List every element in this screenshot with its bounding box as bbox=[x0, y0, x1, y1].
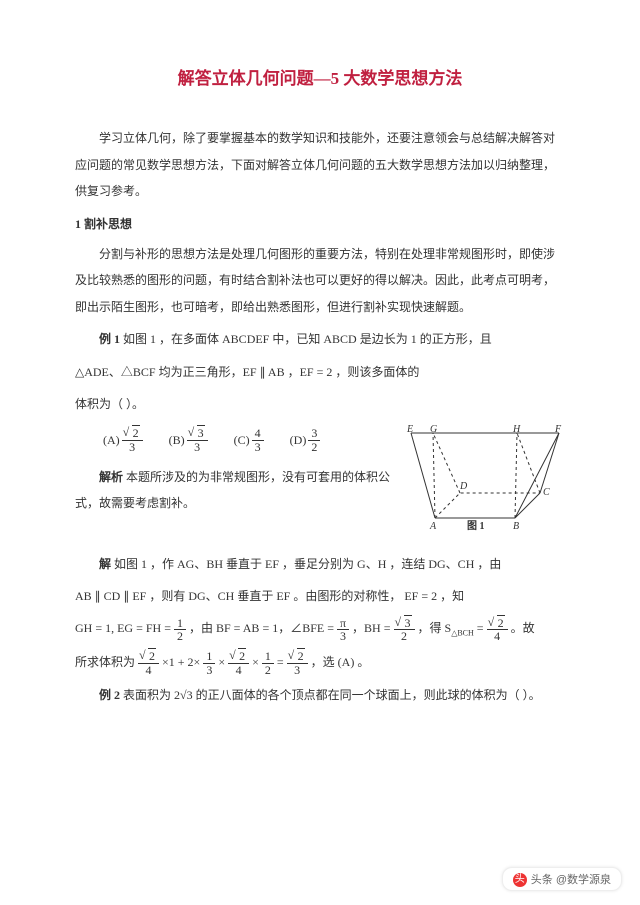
solve-3e: = bbox=[477, 621, 487, 635]
solve-4e: = bbox=[277, 655, 287, 669]
option-b: (B) 33 bbox=[169, 427, 208, 453]
option-c: (C) 43 bbox=[234, 427, 264, 453]
svg-text:D: D bbox=[459, 481, 468, 492]
section-1-heading: 1 割补思想 bbox=[75, 211, 565, 237]
example-2-tag: 例 2 bbox=[99, 688, 120, 702]
section-1-body: 分割与补形的思想方法是处理几何图形的重要方法，特别在处理非常规图形时，即使涉及比… bbox=[75, 241, 565, 320]
svg-text:F: F bbox=[554, 424, 562, 435]
svg-text:H: H bbox=[512, 424, 521, 435]
solve-line-2: AB ∥ CD ∥ EF ，则有 DG、CH 垂直于 EF 。由图形的对称性， … bbox=[75, 583, 565, 609]
solve-4b: ×1 + 2× bbox=[162, 655, 203, 669]
svg-text:A: A bbox=[429, 521, 437, 532]
solve-4d: × bbox=[252, 655, 262, 669]
svg-text:C: C bbox=[543, 487, 550, 498]
svg-text:B: B bbox=[513, 521, 519, 532]
solve-text-1: 如图 1 ，作 AG、BH 垂直于 EF ，垂足分别为 G、H ，连结 DG、C… bbox=[114, 557, 501, 571]
intro-paragraph: 学习立体几何，除了要掌握基本的数学知识和技能外，还要注意领会与总结解决解答对应问… bbox=[75, 125, 565, 204]
page-title: 解答立体几何问题—5 大数学思想方法 bbox=[75, 60, 565, 97]
analysis-tag: 解析 bbox=[99, 470, 123, 484]
watermark-icon: 头 bbox=[513, 873, 527, 887]
solve-line-3: GH = 1, EG = FH = 12 ，由 BF = AB = 1，∠BFE… bbox=[75, 615, 565, 642]
example-2-text: 表面积为 2√3 的正八面体的各个顶点都在同一个球面上，则此球的体积为（ ）。 bbox=[123, 688, 541, 702]
solve-4f: ，选 (A) 。 bbox=[311, 655, 370, 669]
solve-3a: GH = 1, EG = FH = bbox=[75, 621, 174, 635]
example-1-line-3: 体积为（ ）。 bbox=[75, 391, 565, 417]
solve-3b: ，由 BF = AB = 1，∠BFE = bbox=[189, 621, 337, 635]
solve-3f: 。故 bbox=[511, 621, 535, 635]
option-a: (A) 23 bbox=[103, 427, 143, 453]
svg-text:G: G bbox=[430, 424, 437, 435]
solve-4c: × bbox=[218, 655, 228, 669]
solve-3d: ，得 S bbox=[418, 621, 452, 635]
watermark-badge: 头头条 @数学源泉 bbox=[502, 867, 622, 891]
solve-line-1: 解 如图 1 ，作 AG、BH 垂直于 EF ，垂足分别为 G、H ，连结 DG… bbox=[75, 551, 565, 577]
solve-line-4: 所求体积为 24 ×1 + 2× 13 × 24 × 12 = 23 ，选 (A… bbox=[75, 649, 565, 676]
solve-3c: ，BH = bbox=[352, 621, 393, 635]
example-1-tag: 例 1 bbox=[99, 332, 120, 346]
option-d: (D) 32 bbox=[290, 427, 321, 453]
solve-4a: 所求体积为 bbox=[75, 655, 138, 669]
example-2-line: 例 2 表面积为 2√3 的正八面体的各个顶点都在同一个球面上，则此球的体积为（… bbox=[75, 682, 565, 708]
example-1-text-1: 如图 1 ，在多面体 ABCDEF 中，已知 ABCD 是边长为 1 的正方形，… bbox=[123, 332, 492, 346]
example-1-line-2: △ADE、△BCF 均为正三角形，EF ∥ AB ，EF = 2 ，则该多面体的 bbox=[75, 359, 565, 385]
solve-tag: 解 bbox=[99, 557, 111, 571]
example-1-line-1: 例 1 如图 1 ，在多面体 ABCDEF 中，已知 ABCD 是边长为 1 的… bbox=[75, 326, 565, 352]
figure-1: E G H F D C A B 图 1 bbox=[405, 423, 565, 542]
svg-text:图 1: 图 1 bbox=[467, 520, 485, 532]
svg-text:E: E bbox=[406, 424, 413, 435]
watermark-text: 头条 @数学源泉 bbox=[531, 874, 611, 886]
option-row: (A) 23 (B) 33 (C) 43 (D) 32 bbox=[103, 427, 397, 453]
analysis-text: 本题所涉及的为非常规图形，没有可套用的体积公式，故需要考虑割补。 bbox=[75, 470, 390, 510]
